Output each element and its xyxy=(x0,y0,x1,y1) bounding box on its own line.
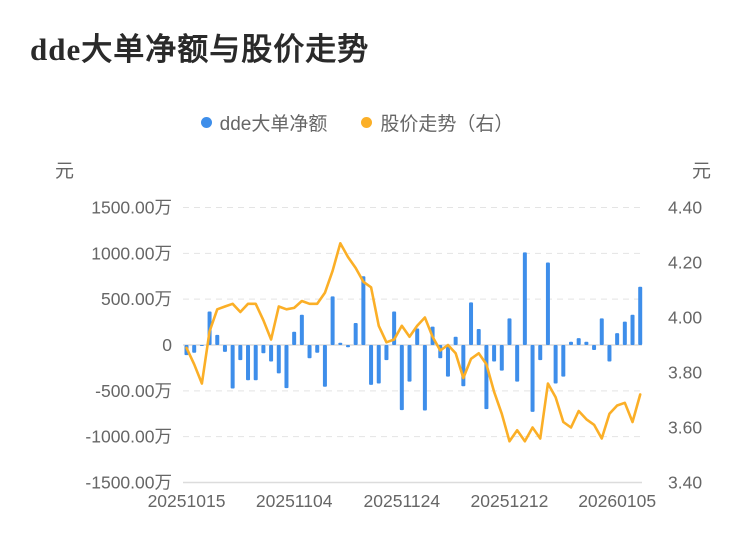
right-axis-unit: 元 xyxy=(692,161,712,182)
right-axis-tick-label: 3.40 xyxy=(668,473,702,493)
bar xyxy=(230,345,235,389)
x-axis-tick-label: 20251212 xyxy=(471,491,549,511)
bar xyxy=(507,318,512,345)
bar xyxy=(307,345,312,359)
bar xyxy=(545,262,550,345)
bar xyxy=(592,345,597,351)
bar xyxy=(569,341,573,345)
bar xyxy=(315,345,320,353)
bar xyxy=(576,338,581,345)
bar xyxy=(353,323,358,345)
left-axis-tick-label: 1500.00万 xyxy=(91,198,172,218)
bar xyxy=(284,345,289,389)
bar xyxy=(553,345,558,384)
bar xyxy=(276,345,281,374)
left-axis-tick-label: 0 xyxy=(162,335,172,355)
bar xyxy=(499,345,504,371)
bar xyxy=(269,345,274,362)
right-axis-tick-label: 4.00 xyxy=(668,308,702,328)
bar xyxy=(376,345,381,384)
bar xyxy=(330,296,335,345)
bar xyxy=(469,302,474,345)
bar xyxy=(384,345,389,361)
x-axis-tick-label: 20251124 xyxy=(364,491,441,511)
legend-label-line-series: 股价走势（右） xyxy=(380,114,514,135)
bar xyxy=(561,345,566,377)
bar xyxy=(415,328,420,345)
bar xyxy=(261,345,266,354)
bar xyxy=(484,345,489,410)
bar xyxy=(246,345,251,381)
left-axis-tick-label: -1500.00万 xyxy=(85,473,172,493)
bar xyxy=(530,345,535,412)
bar xyxy=(538,345,543,361)
right-axis-tick-label: 3.80 xyxy=(668,363,702,383)
legend-item-bar-series: dde大单净额 xyxy=(200,109,328,136)
bar xyxy=(222,345,227,352)
bar xyxy=(192,345,197,353)
bar xyxy=(476,328,481,345)
bar xyxy=(215,334,220,345)
bar xyxy=(522,252,527,345)
left-axis-tick-label: -1000.00万 xyxy=(85,427,172,447)
bar xyxy=(322,345,327,387)
bar xyxy=(622,321,627,345)
bar xyxy=(253,345,258,381)
bar xyxy=(338,342,343,345)
bar xyxy=(445,345,450,377)
left-axis-unit: 元 xyxy=(55,161,75,182)
bar xyxy=(238,345,243,361)
bar xyxy=(453,336,458,345)
legend-label-bar-series: dde大单净额 xyxy=(219,114,328,135)
bar xyxy=(492,345,497,362)
legend-dot-blue-icon xyxy=(200,117,212,128)
bar xyxy=(630,314,635,345)
chart-legend: dde大单净额 股价走势（右） xyxy=(0,109,732,136)
bar xyxy=(345,345,350,348)
left-axis-tick-label: 500.00万 xyxy=(101,289,172,309)
bar xyxy=(407,345,412,382)
right-axis-tick-label: 4.20 xyxy=(668,253,702,273)
bar xyxy=(292,331,297,345)
right-axis-tick-label: 3.60 xyxy=(668,418,702,438)
bar xyxy=(599,318,604,345)
right-axis-tick-label: 4.40 xyxy=(668,198,702,218)
bar xyxy=(422,345,427,411)
price-line xyxy=(185,242,642,443)
bar xyxy=(607,345,612,362)
bar xyxy=(299,314,304,345)
x-axis-tick-label: 20251015 xyxy=(148,491,226,511)
bar xyxy=(615,333,620,345)
legend-dot-orange-icon xyxy=(361,117,373,128)
bar xyxy=(399,345,404,411)
bar xyxy=(515,345,520,382)
bar xyxy=(199,345,204,346)
bar xyxy=(361,276,366,345)
x-axis-tick-label: 20260105 xyxy=(578,491,656,511)
left-axis-tick-label: 1000.00万 xyxy=(91,243,172,263)
bar xyxy=(584,341,589,345)
left-axis-tick-label: -500.00万 xyxy=(95,381,172,401)
bar xyxy=(638,286,643,345)
bar xyxy=(461,345,466,387)
x-axis-tick-label: 20251104 xyxy=(256,491,333,511)
legend-item-line-series: 股价走势（右） xyxy=(361,109,513,136)
bar xyxy=(369,345,374,385)
page-title: dde大单净额与股价走势 xyxy=(30,32,370,67)
